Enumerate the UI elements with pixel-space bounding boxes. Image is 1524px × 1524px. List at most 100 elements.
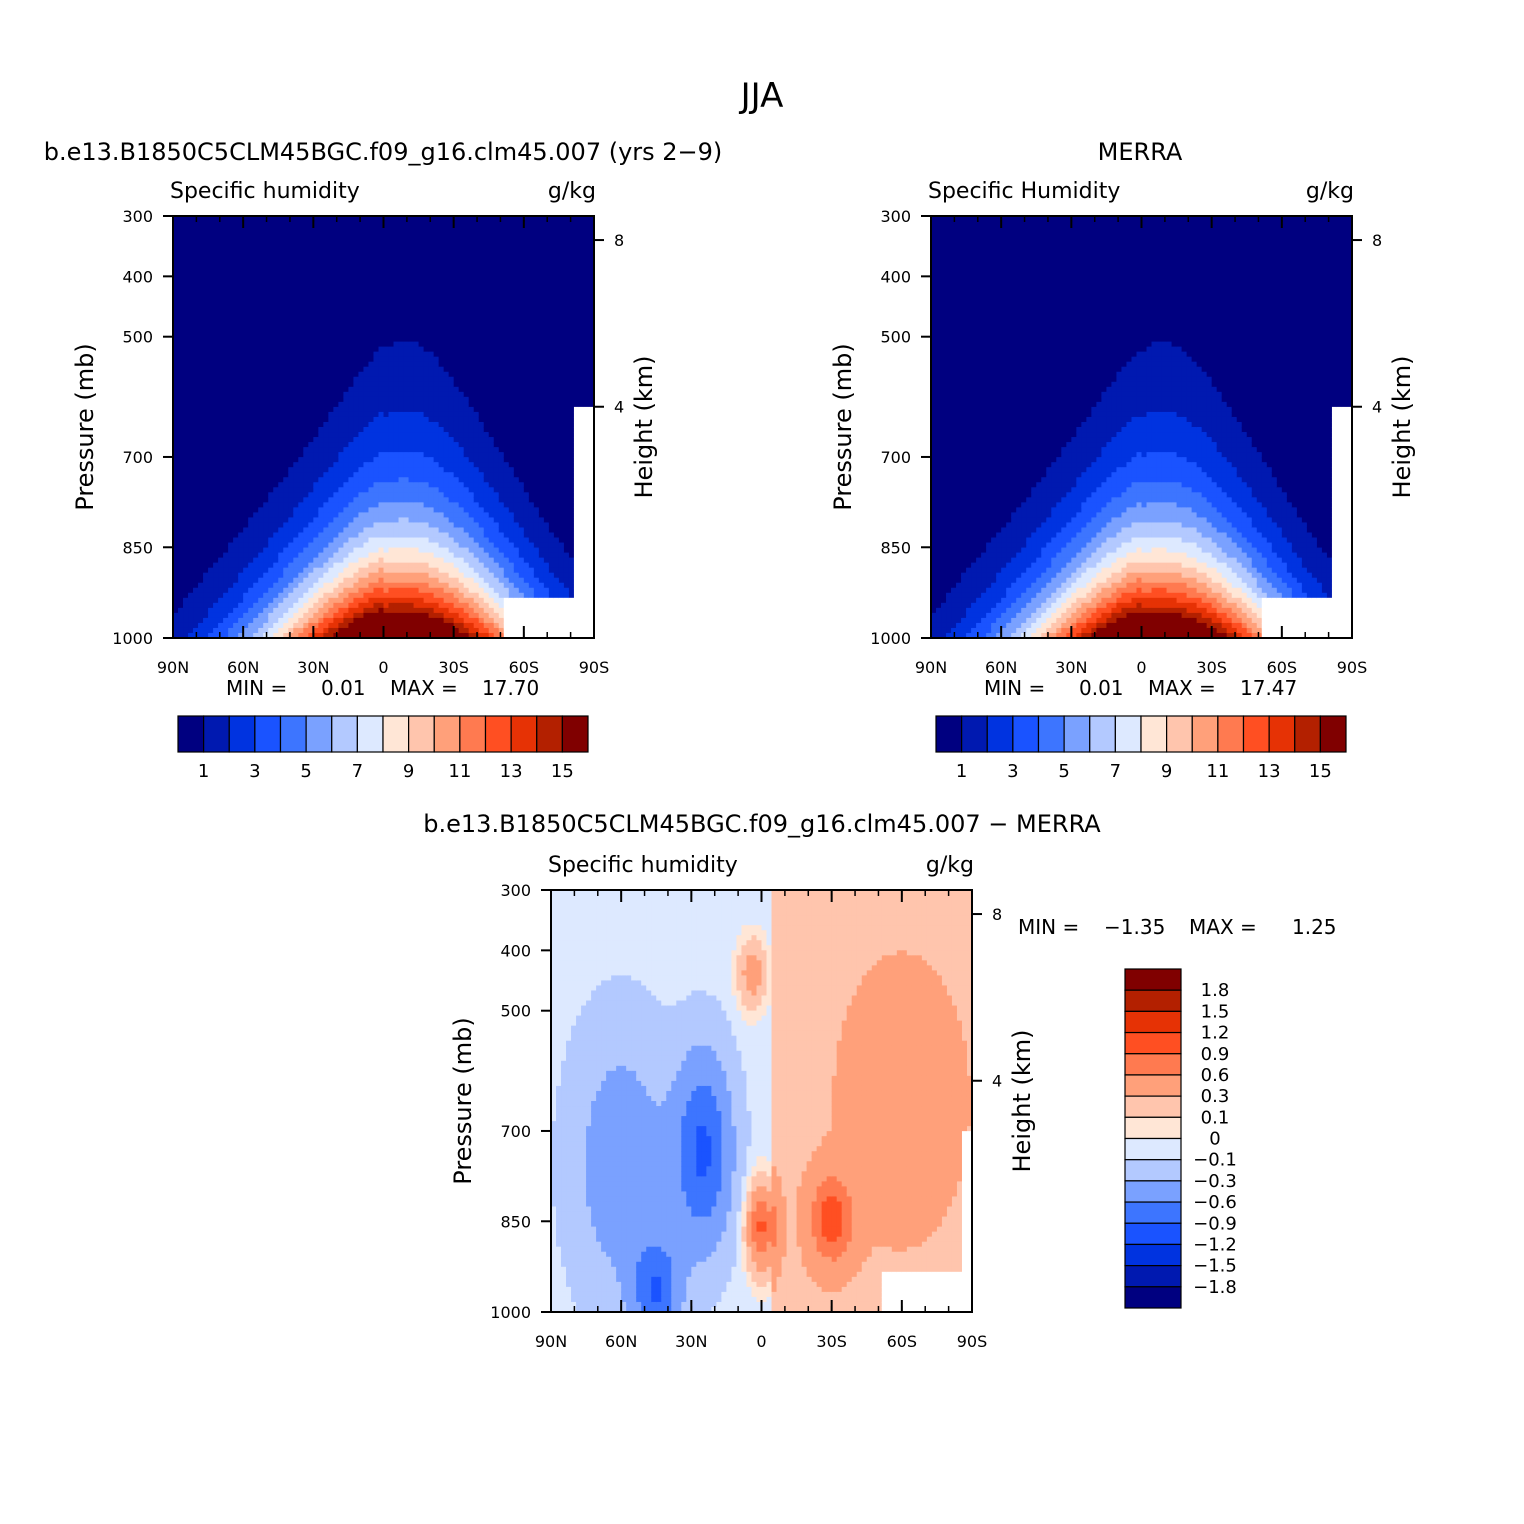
contour-cell	[403, 306, 410, 313]
contour-cell	[368, 582, 375, 589]
contour-cell	[248, 632, 254, 639]
contour-cell	[298, 607, 304, 614]
contour-cell	[458, 361, 465, 368]
contour-cell	[233, 271, 239, 277]
contour-cell	[403, 457, 410, 463]
contour-cell	[303, 411, 309, 418]
contour-cell	[448, 241, 455, 247]
contour-cell	[178, 527, 184, 534]
contour-cell	[278, 296, 284, 302]
contour-cell	[228, 246, 234, 252]
contour-cell	[263, 286, 269, 292]
contour-cell	[228, 557, 234, 564]
contour-cell	[173, 381, 179, 388]
contour-cell	[453, 502, 460, 508]
contour-cell	[468, 326, 475, 333]
contour-cell	[273, 432, 279, 438]
contour-cell	[333, 602, 339, 609]
contour-cell	[413, 236, 420, 242]
contour-cell	[333, 421, 339, 428]
contour-cell	[338, 567, 344, 574]
contour-cell	[388, 251, 395, 257]
contour-cell	[383, 442, 390, 448]
contour-cell	[213, 582, 219, 589]
contour-cell	[393, 406, 400, 413]
contour-cell	[388, 482, 395, 488]
contour-cell	[223, 326, 229, 333]
contour-cell	[333, 306, 339, 313]
contour-cell	[458, 406, 465, 413]
contour-cell	[223, 386, 229, 393]
contour-cell	[413, 291, 420, 297]
contour-cell	[338, 532, 344, 539]
contour-cell	[443, 432, 450, 438]
contour-cell	[388, 542, 395, 549]
contour-cell	[213, 482, 219, 488]
contour-cell	[418, 582, 425, 589]
contour-cell	[233, 462, 239, 468]
contour-cell	[463, 437, 470, 443]
contour-cell	[238, 311, 244, 318]
contour-cell	[173, 231, 179, 237]
contour-cell	[398, 236, 405, 242]
contour-cell	[458, 492, 465, 498]
contour-cell	[198, 567, 204, 574]
contour-cell	[238, 627, 244, 634]
contour-cell	[338, 291, 344, 297]
contour-cell	[323, 296, 329, 302]
contour-cell	[458, 562, 465, 569]
contour-cell	[448, 457, 455, 463]
contour-cell	[418, 246, 425, 252]
contour-cell	[213, 592, 219, 599]
contour-cell	[298, 241, 304, 247]
contour-cell	[268, 226, 274, 232]
contour-cell	[233, 236, 239, 242]
contour-cell	[343, 261, 350, 267]
contour-cell	[228, 231, 234, 237]
contour-cell	[228, 276, 234, 282]
contour-cell	[463, 447, 470, 453]
contour-cell	[453, 256, 460, 262]
contour-cell	[178, 246, 184, 252]
contour-cell	[303, 597, 309, 604]
contour-cell	[238, 326, 244, 333]
main-title: JJA	[739, 76, 784, 116]
contour-cell	[378, 366, 385, 373]
contour-cell	[283, 537, 289, 544]
contour-cell	[273, 256, 279, 262]
contour-cell	[393, 246, 400, 252]
contour-cell	[403, 396, 410, 403]
contour-cell	[403, 557, 410, 564]
contour-cell	[423, 376, 430, 383]
contour-cell	[223, 542, 229, 549]
contour-cell	[443, 442, 450, 448]
contour-cell	[333, 366, 339, 373]
contour-cell	[463, 406, 470, 413]
contour-cell	[213, 326, 219, 333]
contour-cell	[423, 401, 430, 408]
contour-cell	[348, 467, 355, 473]
contour-cell	[238, 366, 244, 373]
contour-cell	[293, 376, 299, 383]
contour-cell	[298, 256, 304, 262]
contour-cell	[353, 416, 360, 423]
contour-cell	[378, 351, 385, 358]
contour-cell	[313, 437, 319, 443]
contour-cell	[433, 411, 440, 418]
contour-cell	[258, 487, 264, 493]
contour-cell	[393, 316, 400, 323]
contour-cell	[243, 602, 249, 609]
contour-cell	[378, 477, 385, 483]
contour-cell	[433, 432, 440, 438]
contour-cell	[263, 336, 269, 343]
contour-cell	[253, 457, 259, 463]
contour-cell	[363, 231, 370, 237]
contour-cell	[218, 442, 224, 448]
contour-cell	[403, 592, 410, 599]
contour-cell	[353, 251, 360, 257]
contour-cell	[368, 351, 375, 358]
contour-cell	[343, 311, 350, 318]
contour-cell	[318, 597, 324, 604]
contour-cell	[298, 522, 304, 529]
contour-cell	[313, 221, 319, 227]
